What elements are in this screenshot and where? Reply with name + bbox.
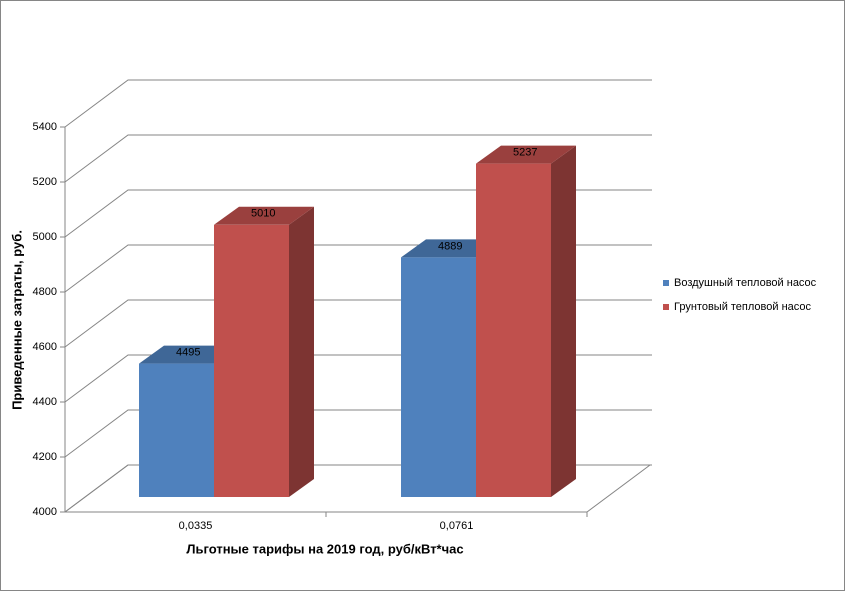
y-tick-label: 4000 [33,506,57,518]
legend-label: Воздушный тепловой насос [674,277,817,289]
legend-swatch [663,304,669,310]
bar-side [289,206,314,497]
bar-top [214,206,314,225]
y-tick-label: 5400 [33,121,57,133]
x-axis-title: Льготные тарифы на 2019 год, руб/кВт*час [186,541,463,556]
legend-swatch [663,280,669,286]
value-label: 5237 [513,147,537,159]
y-tick-label: 4200 [33,451,57,463]
value-label: 4495 [176,347,200,359]
grid-line [64,79,652,128]
bar-side [551,145,576,498]
bar [214,224,289,497]
grid-line [64,134,652,183]
value-label: 4889 [438,240,462,252]
y-tick-label: 5200 [33,176,57,188]
y-tick-label: 4800 [33,286,57,298]
x-tick-label: 0,0335 [179,520,213,532]
y-axis-title: Приведенные затраты, руб. [9,230,24,410]
bar [139,363,214,497]
x-tick-label: 0,0761 [440,520,474,532]
value-label: 5010 [251,208,275,220]
bar [401,257,476,497]
y-tick-label: 4600 [33,341,57,353]
y-tick-label: 5000 [33,231,57,243]
bar [476,163,551,498]
y-tick-label: 4400 [33,396,57,408]
bar-top [476,145,576,164]
legend-label: Грунтовый тепловой насос [674,301,812,313]
